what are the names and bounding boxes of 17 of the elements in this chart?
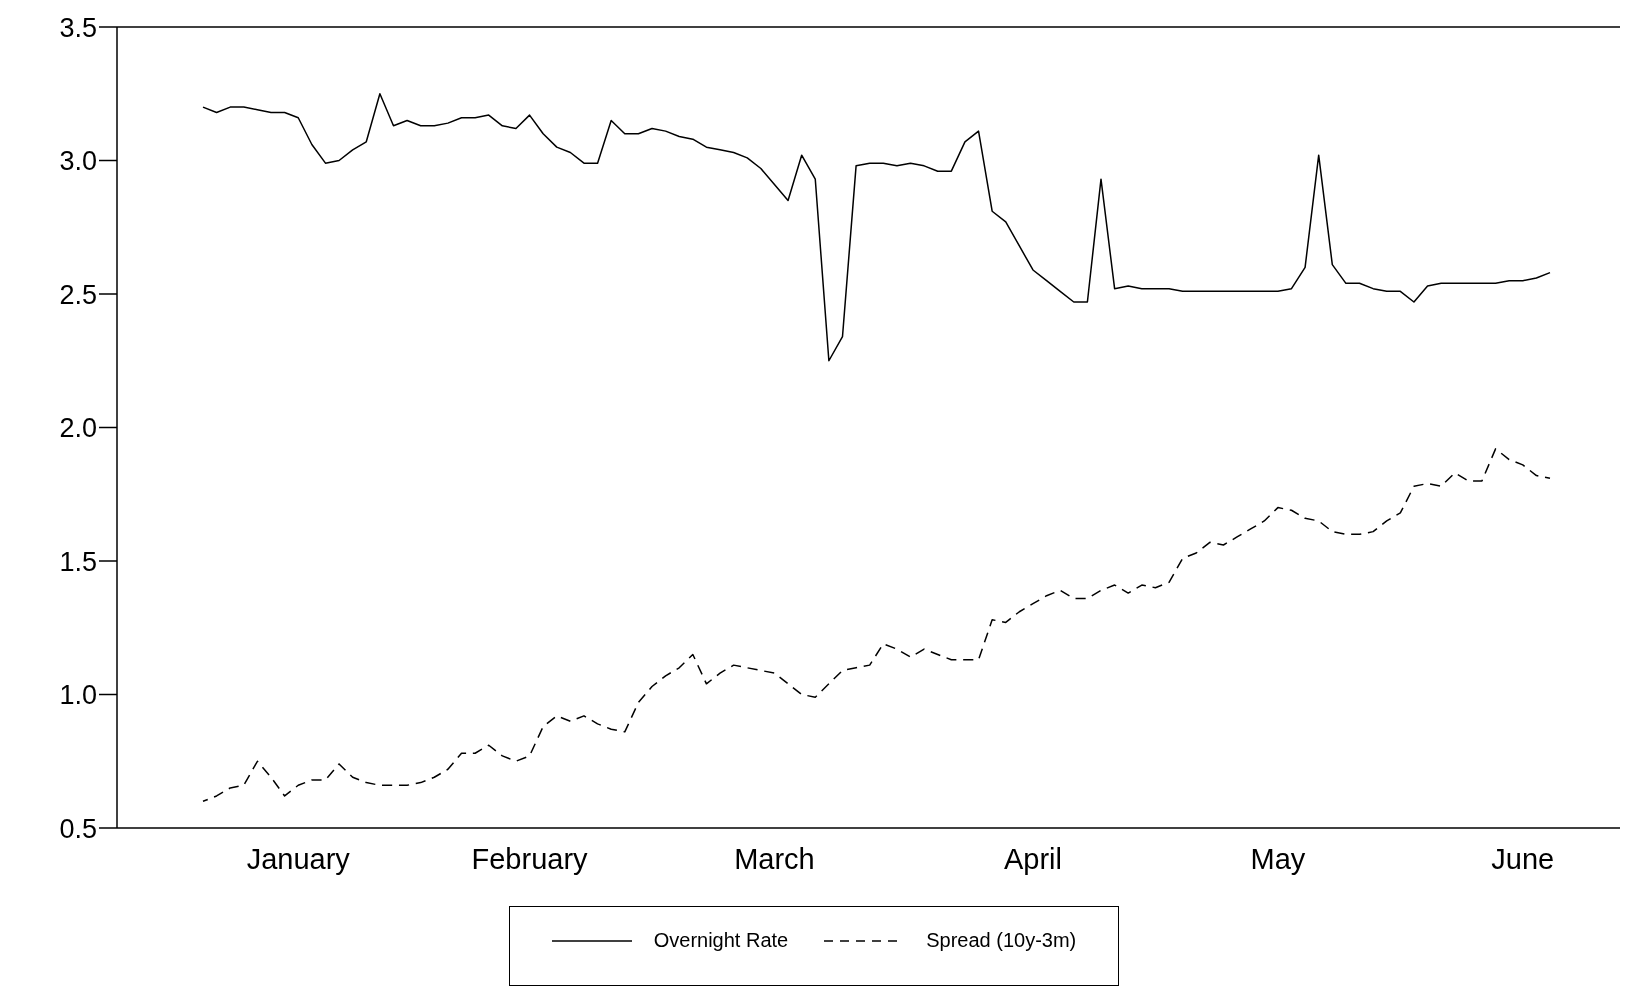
x-tick-label: June (1491, 842, 1555, 875)
y-tick-label: 0.5 (59, 813, 97, 844)
x-tick-label: January (246, 842, 351, 875)
line-series (202, 448, 1551, 803)
x-tick-label: March (734, 842, 815, 875)
x-tick-label: February (471, 842, 589, 875)
y-tick-label: 2.0 (59, 413, 97, 444)
y-tick-label: 2.5 (59, 279, 97, 310)
x-tick-label: April (1003, 842, 1062, 875)
y-tick-label: 3.0 (59, 146, 97, 177)
x-tick-label: May (1250, 842, 1306, 875)
line-series (202, 93, 1551, 362)
y-tick-label: 1.5 (59, 546, 97, 577)
y-tick-label: 1.0 (59, 680, 97, 711)
legend-label: Overnight Rate (653, 929, 789, 952)
legend-label: Spread (10y-3m) (926, 929, 1077, 952)
y-tick-label: 3.5 (59, 12, 97, 43)
